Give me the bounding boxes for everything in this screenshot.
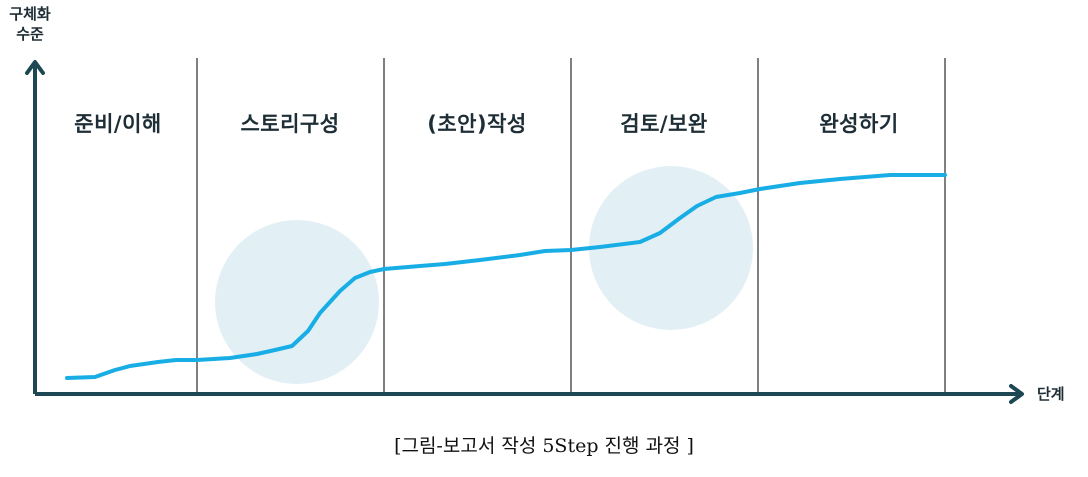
highlight-circle-review	[589, 166, 753, 330]
phase-dividers	[196, 58, 946, 394]
phase-label-draft: (초안)작성	[427, 112, 527, 136]
progress-curve	[65, 173, 947, 380]
phase-label-story: 스토리구성	[240, 112, 340, 136]
y-axis-arrow-icon	[25, 60, 45, 75]
phase-label-complete: 완성하기	[819, 112, 899, 136]
y-axis-label-line1: 구체화	[9, 5, 51, 23]
y-axis-label: 구체화 수준	[0, 4, 60, 44]
highlight-circle-story	[215, 220, 379, 384]
figure-caption: [그림-보고서 작성 5Step 진행 과정 ]	[394, 435, 694, 457]
phase-label-review: 검토/보완	[620, 112, 708, 136]
x-axis-label: 단계	[1037, 385, 1065, 403]
axes	[25, 60, 1024, 404]
y-axis-label-line2: 수준	[16, 25, 44, 43]
x-axis-arrow-icon	[1009, 384, 1024, 404]
phase-label-prepare: 준비/이해	[74, 112, 162, 136]
